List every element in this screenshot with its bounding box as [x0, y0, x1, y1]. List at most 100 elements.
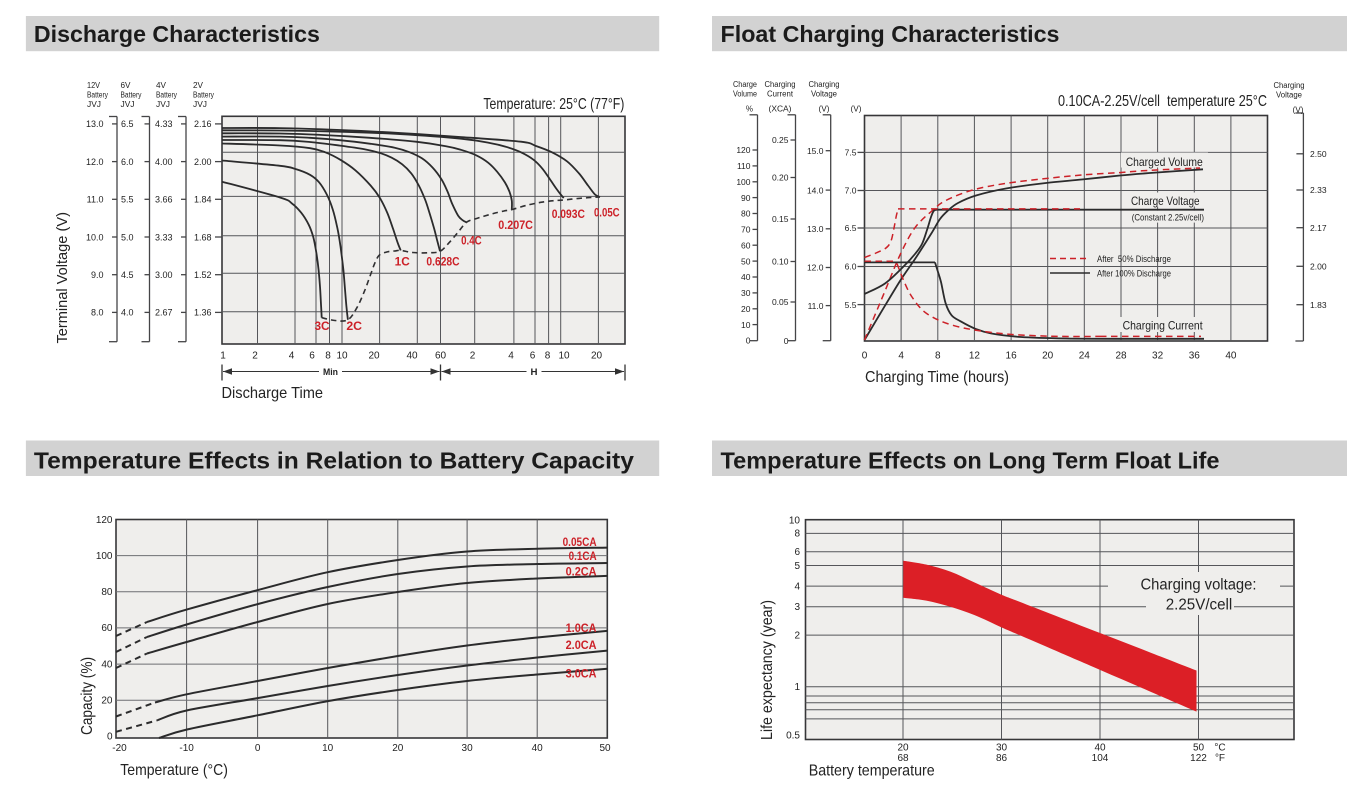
svg-text:60: 60	[101, 623, 113, 634]
svg-text:Battery: Battery	[193, 91, 214, 100]
svg-text:°C: °C	[1214, 743, 1225, 754]
svg-text:36: 36	[1189, 350, 1201, 361]
svg-text:Current: Current	[767, 90, 794, 99]
svg-text:28: 28	[1115, 350, 1127, 361]
svg-text:16: 16	[1006, 350, 1018, 361]
svg-text:Discharge Characteristics: Discharge Characteristics	[34, 21, 320, 47]
svg-text:110: 110	[737, 161, 751, 171]
svg-text:1: 1	[794, 682, 800, 693]
svg-text:8: 8	[545, 351, 551, 362]
svg-text:68: 68	[897, 753, 909, 764]
svg-text:20: 20	[897, 743, 909, 754]
svg-text:-10: -10	[179, 743, 194, 754]
svg-text:3.66: 3.66	[155, 195, 173, 205]
svg-text:1.36: 1.36	[194, 308, 212, 318]
svg-text:Charging Current: Charging Current	[1123, 319, 1204, 333]
svg-text:3.33: 3.33	[155, 232, 173, 242]
svg-text:2.50: 2.50	[1310, 149, 1327, 159]
svg-text:JVJ: JVJ	[156, 100, 170, 109]
svg-text:Min: Min	[323, 367, 338, 378]
svg-text:4: 4	[794, 581, 800, 592]
svg-text:6.5: 6.5	[121, 119, 134, 129]
svg-text:13.0: 13.0	[86, 119, 104, 129]
svg-text:3C: 3C	[314, 319, 329, 333]
svg-text:1.84: 1.84	[194, 195, 212, 205]
svg-text:50: 50	[1193, 743, 1205, 754]
svg-text:20: 20	[368, 351, 380, 362]
svg-text:°F: °F	[1215, 753, 1225, 764]
svg-text:Temperature Effects in Relatio: Temperature Effects in Relation to Batte…	[34, 448, 634, 474]
svg-text:40: 40	[1225, 350, 1237, 361]
svg-text:0.4C: 0.4C	[461, 233, 482, 247]
svg-text:10: 10	[741, 320, 751, 330]
svg-text:10.0: 10.0	[86, 232, 104, 242]
svg-text:90: 90	[741, 193, 751, 203]
svg-text:0.628C: 0.628C	[426, 255, 459, 269]
svg-text:1: 1	[220, 351, 226, 362]
svg-text:1C: 1C	[395, 255, 410, 269]
svg-text:80: 80	[101, 587, 113, 598]
svg-text:100: 100	[736, 177, 750, 187]
svg-text:20: 20	[101, 696, 113, 707]
svg-text:40: 40	[406, 351, 418, 362]
svg-text:0.5: 0.5	[786, 730, 800, 741]
svg-text:JVJ: JVJ	[121, 100, 135, 109]
svg-text:3.00: 3.00	[155, 270, 173, 280]
svg-text:12: 12	[969, 350, 981, 361]
svg-text:6: 6	[530, 351, 536, 362]
svg-text:Charged Volume: Charged Volume	[1126, 155, 1203, 169]
svg-text:120: 120	[736, 145, 750, 155]
svg-text:6: 6	[794, 547, 800, 558]
svg-text:5.0: 5.0	[121, 232, 134, 242]
svg-text:50: 50	[741, 256, 751, 266]
svg-text:0.05C: 0.05C	[594, 205, 620, 219]
svg-text:11.0: 11.0	[808, 301, 824, 311]
svg-text:8: 8	[325, 351, 331, 362]
svg-text:0: 0	[784, 336, 789, 346]
svg-text:1.68: 1.68	[194, 232, 212, 242]
svg-text:0.10CA-2.25V/cell temperature: 0.10CA-2.25V/cell temperature 25°C	[1058, 93, 1267, 110]
svg-text:Float Charging Characteristics: Float Charging Characteristics	[721, 21, 1060, 47]
svg-text:2V: 2V	[193, 81, 204, 90]
svg-text:30: 30	[996, 743, 1008, 754]
svg-text:1.0CA: 1.0CA	[566, 623, 597, 635]
svg-text:2.00: 2.00	[1310, 262, 1327, 272]
svg-text:120: 120	[96, 515, 113, 526]
svg-text:Charging: Charging	[765, 80, 796, 89]
svg-text:2: 2	[252, 351, 258, 362]
svg-text:5.5: 5.5	[845, 300, 857, 310]
svg-text:%: %	[746, 105, 753, 114]
svg-text:0.20: 0.20	[772, 173, 789, 183]
svg-text:2.0CA: 2.0CA	[566, 640, 597, 652]
svg-text:Charging: Charging	[809, 80, 840, 89]
svg-text:7.0: 7.0	[845, 186, 857, 196]
svg-text:12V: 12V	[87, 81, 101, 90]
svg-text:14.0: 14.0	[807, 185, 824, 195]
svg-text:Battery: Battery	[121, 91, 142, 100]
svg-text:2.33: 2.33	[1310, 185, 1327, 195]
svg-text:11.0: 11.0	[87, 195, 104, 205]
svg-text:8.0: 8.0	[91, 308, 104, 318]
svg-text:0: 0	[255, 743, 261, 754]
svg-text:2.67: 2.67	[155, 308, 173, 318]
svg-text:(V): (V)	[819, 105, 830, 114]
svg-text:After 100% Discharge: After 100% Discharge	[1097, 269, 1171, 280]
svg-text:0: 0	[107, 732, 113, 743]
svg-text:H: H	[531, 367, 538, 378]
svg-text:20: 20	[591, 351, 603, 362]
svg-text:86: 86	[996, 753, 1008, 764]
svg-text:15.0: 15.0	[807, 146, 824, 156]
svg-text:50: 50	[599, 743, 611, 754]
svg-text:12.0: 12.0	[86, 157, 104, 167]
svg-text:JVJ: JVJ	[193, 100, 207, 109]
svg-text:32: 32	[1152, 350, 1164, 361]
svg-text:6: 6	[309, 351, 315, 362]
svg-text:Temperature Effects on Long Te: Temperature Effects on Long Term Float L…	[721, 448, 1220, 474]
svg-text:4V: 4V	[156, 81, 167, 90]
svg-text:Charge Voltage: Charge Voltage	[1131, 194, 1200, 208]
svg-text:2.16: 2.16	[194, 119, 212, 129]
svg-text:0.05CA: 0.05CA	[563, 537, 597, 549]
svg-text:0.15: 0.15	[772, 214, 789, 224]
svg-text:0: 0	[862, 350, 868, 361]
svg-text:0.05: 0.05	[772, 297, 789, 307]
